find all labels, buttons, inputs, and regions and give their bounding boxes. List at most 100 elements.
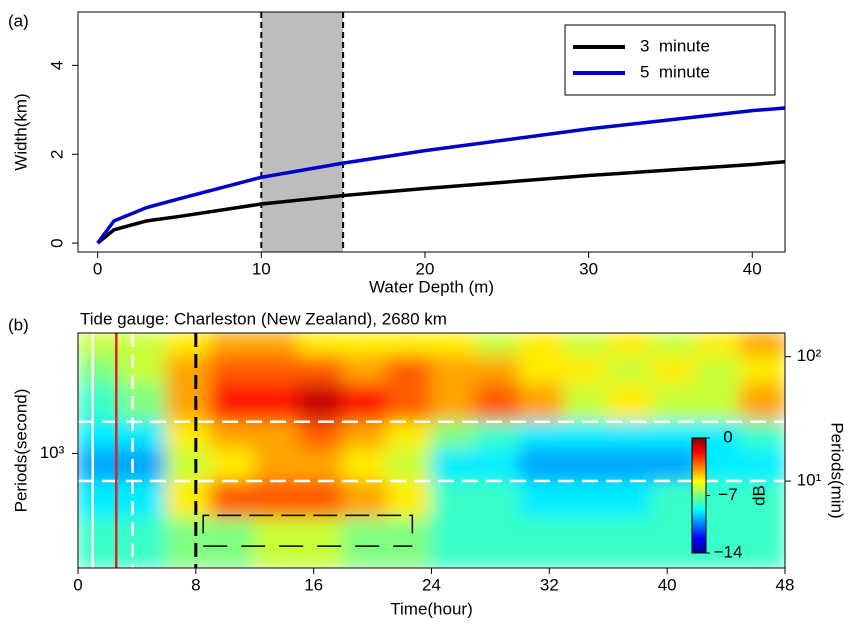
heat-cell xyxy=(607,333,654,358)
x-tick-label: 40 xyxy=(658,575,677,594)
y2-tick-label: 10¹ xyxy=(797,471,822,490)
heat-cell xyxy=(739,383,785,423)
legend-label: 5 minute xyxy=(640,62,710,81)
heat-cell xyxy=(607,480,654,520)
heat-cell xyxy=(563,355,610,386)
heat-cell xyxy=(563,383,610,423)
heat-cell xyxy=(563,480,610,520)
x-tick-label: 8 xyxy=(191,575,200,594)
heat-cell xyxy=(342,355,389,386)
heat-cell xyxy=(474,517,521,568)
plot-frame xyxy=(77,11,786,253)
heat-cell xyxy=(121,448,168,483)
heat-cell xyxy=(253,480,300,520)
heat-cell xyxy=(430,448,477,483)
heat-cell xyxy=(430,333,477,358)
y-axis-label: Width(km) xyxy=(11,93,30,170)
x-tick-label: 10 xyxy=(252,259,271,278)
heat-cell xyxy=(430,420,477,451)
heat-cell xyxy=(518,383,566,423)
heat-cell xyxy=(297,420,345,451)
heat-cell xyxy=(563,448,610,483)
heat-cell xyxy=(518,517,566,568)
heat-cell xyxy=(253,420,300,451)
heat-cell xyxy=(430,383,477,423)
heat-cell xyxy=(518,448,566,483)
heat-cell xyxy=(607,448,654,483)
heat-cell xyxy=(209,420,256,451)
heat-cell xyxy=(209,333,256,358)
heat-cell xyxy=(474,480,521,520)
heat-cell xyxy=(297,355,345,386)
heat-cell xyxy=(386,383,433,423)
x-tick-label: 0 xyxy=(73,575,82,594)
heat-cell xyxy=(209,517,256,568)
x-tick-label: 30 xyxy=(579,259,598,278)
series-line xyxy=(96,160,786,245)
heat-cell xyxy=(563,420,610,451)
heat-cell xyxy=(121,517,168,568)
heat-cell xyxy=(253,355,300,386)
heat-cell xyxy=(121,333,168,358)
heat-cell xyxy=(386,333,433,358)
heat-cell xyxy=(297,333,345,358)
heat-cell xyxy=(253,517,300,568)
heat-cell xyxy=(695,383,742,423)
heat-cell xyxy=(651,355,698,386)
heat-cell xyxy=(651,480,698,520)
heat-cell xyxy=(297,480,345,520)
heat-cell xyxy=(297,517,345,568)
heat-cell xyxy=(342,420,389,451)
heat-cell xyxy=(342,480,389,520)
y-tick-label: 0 xyxy=(47,238,66,247)
heat-cell xyxy=(651,333,698,358)
x-axis-label: Time(hour) xyxy=(390,599,473,618)
heat-cell xyxy=(651,383,698,423)
heat-cell xyxy=(253,383,300,423)
heat-cell xyxy=(386,448,433,483)
heat-cell xyxy=(209,355,256,386)
heat-cell xyxy=(253,448,300,483)
heat-cell xyxy=(297,448,345,483)
heat-cell xyxy=(165,383,212,423)
heat-cell xyxy=(342,517,389,568)
x-tick-label: 20 xyxy=(415,259,434,278)
y-tick-label: 4 xyxy=(47,61,66,70)
colorbar-tick-label: −7 xyxy=(718,485,737,504)
heat-cell xyxy=(739,355,785,386)
x-tick-label: 24 xyxy=(422,575,441,594)
y-tick-label: 2 xyxy=(47,149,66,158)
heat-cell xyxy=(121,420,168,451)
x-tick-label: 0 xyxy=(93,259,102,278)
heat-cell xyxy=(651,517,698,568)
x-tick-label: 16 xyxy=(304,575,323,594)
heat-cell xyxy=(386,420,433,451)
heat-cell xyxy=(518,355,566,386)
heat-cell xyxy=(739,517,785,568)
x-tick-label: 48 xyxy=(776,575,795,594)
bracket xyxy=(202,514,414,534)
heat-cell xyxy=(739,333,785,358)
heat-cell xyxy=(386,517,433,568)
panel-label: (b) xyxy=(8,315,29,334)
plot-area xyxy=(78,333,785,568)
heat-cell xyxy=(430,480,477,520)
heat-cell xyxy=(253,333,300,358)
heat-cell xyxy=(739,448,785,483)
heat-cell xyxy=(121,355,168,386)
y2-axis-label: Periods(min) xyxy=(828,422,847,518)
heat-cell xyxy=(474,333,521,358)
series-line xyxy=(96,106,786,245)
heat-cell xyxy=(651,420,698,451)
heat-cell xyxy=(165,355,212,386)
heat-cell xyxy=(563,517,610,568)
colorbar-label: dB xyxy=(749,485,768,506)
heat-cell xyxy=(518,420,566,451)
heat-cell xyxy=(474,420,521,451)
x-tick-label: 40 xyxy=(743,259,762,278)
x-tick-label: 32 xyxy=(540,575,559,594)
legend-label: 3 minute xyxy=(640,36,710,55)
heat-cell xyxy=(386,480,433,520)
heat-cell xyxy=(121,480,168,520)
